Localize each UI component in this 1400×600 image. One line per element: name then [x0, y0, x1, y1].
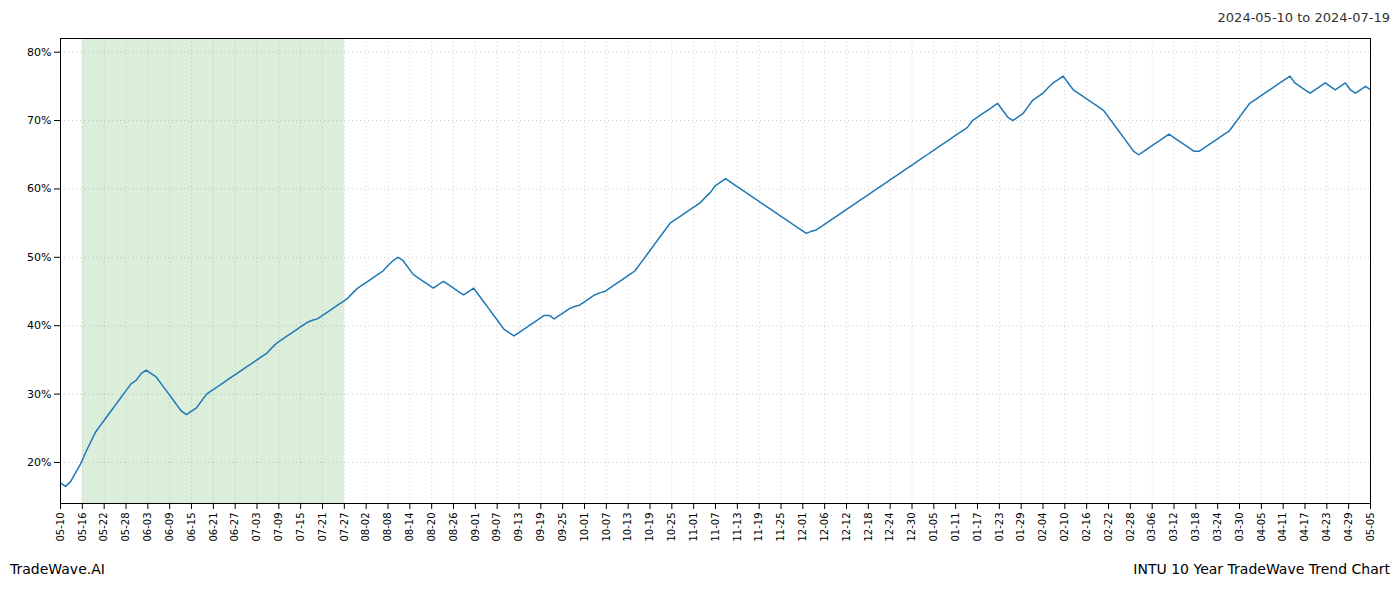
svg-text:01-29: 01-29 — [1015, 513, 1026, 542]
html-text:INTU 10 Year TradeWave Trend C: INTU 10 Year TradeWave Trend Chart — [1133, 561, 1390, 577]
html-text:TradeWave.AI: TradeWave.AI — [10, 561, 105, 577]
svg-text:04-17: 04-17 — [1299, 513, 1310, 542]
svg-text:09-07: 09-07 — [491, 513, 502, 542]
svg-text:12-24: 12-24 — [884, 513, 895, 542]
svg-text:10-01: 10-01 — [579, 513, 590, 542]
svg-text:05-05: 05-05 — [1365, 513, 1376, 542]
svg-text:03-06: 03-06 — [1146, 513, 1157, 542]
svg-text:07-21: 07-21 — [317, 513, 328, 542]
svg-text:09-25: 09-25 — [557, 513, 568, 542]
svg-text:07-27: 07-27 — [339, 513, 350, 542]
svg-text:03-18: 03-18 — [1190, 513, 1201, 542]
svg-text:11-13: 11-13 — [732, 513, 743, 542]
svg-text:02-28: 02-28 — [1125, 513, 1136, 542]
svg-text:01-11: 01-11 — [950, 513, 961, 542]
svg-text:01-23: 01-23 — [994, 513, 1005, 542]
svg-text:10-19: 10-19 — [644, 513, 655, 542]
svg-text:12-30: 12-30 — [906, 513, 917, 542]
svg-text:12-06: 12-06 — [819, 513, 830, 542]
svg-text:04-29: 04-29 — [1343, 513, 1354, 542]
svg-text:30%: 30% — [27, 388, 51, 401]
svg-text:12-18: 12-18 — [863, 513, 874, 542]
svg-text:50%: 50% — [27, 251, 51, 264]
svg-text:06-15: 06-15 — [186, 513, 197, 542]
svg-text:11-19: 11-19 — [753, 513, 764, 542]
svg-text:10-07: 10-07 — [601, 513, 612, 542]
svg-text:11-25: 11-25 — [775, 513, 786, 542]
svg-text:11-01: 11-01 — [688, 513, 699, 542]
svg-text:07-15: 07-15 — [295, 513, 306, 542]
svg-text:10-25: 10-25 — [666, 513, 677, 542]
svg-text:01-05: 01-05 — [928, 513, 939, 542]
svg-text:09-19: 09-19 — [535, 513, 546, 542]
svg-text:02-10: 02-10 — [1059, 513, 1070, 542]
svg-text:70%: 70% — [27, 114, 51, 127]
svg-text:05-22: 05-22 — [98, 513, 109, 542]
svg-text:06-21: 06-21 — [208, 513, 219, 542]
svg-text:08-02: 08-02 — [360, 513, 371, 542]
svg-text:06-27: 06-27 — [229, 513, 240, 542]
svg-text:20%: 20% — [27, 456, 51, 469]
svg-text:10-13: 10-13 — [622, 513, 633, 542]
svg-text:03-24: 03-24 — [1212, 513, 1223, 542]
html-text:2024-05-10 to 2024-07-19: 2024-05-10 to 2024-07-19 — [1217, 10, 1390, 25]
svg-text:09-13: 09-13 — [513, 513, 524, 542]
svg-text:80%: 80% — [27, 46, 51, 59]
svg-text:01-17: 01-17 — [972, 513, 983, 542]
svg-text:08-26: 08-26 — [448, 513, 459, 542]
svg-text:05-16: 05-16 — [77, 513, 88, 542]
svg-text:11-07: 11-07 — [710, 513, 721, 542]
svg-text:08-14: 08-14 — [404, 513, 415, 542]
svg-text:04-05: 04-05 — [1256, 513, 1267, 542]
svg-text:02-16: 02-16 — [1081, 513, 1092, 542]
svg-text:04-11: 04-11 — [1277, 513, 1288, 542]
svg-text:09-01: 09-01 — [470, 513, 481, 542]
svg-text:12-01: 12-01 — [797, 513, 808, 542]
svg-text:06-03: 06-03 — [142, 513, 153, 542]
svg-text:08-08: 08-08 — [382, 513, 393, 542]
svg-text:60%: 60% — [27, 182, 51, 195]
svg-text:05-28: 05-28 — [120, 513, 131, 542]
svg-text:03-30: 03-30 — [1234, 513, 1245, 542]
svg-text:07-03: 07-03 — [251, 513, 262, 542]
svg-text:02-22: 02-22 — [1103, 513, 1114, 542]
svg-text:12-12: 12-12 — [841, 513, 852, 542]
svg-text:04-23: 04-23 — [1321, 513, 1332, 542]
svg-text:05-10: 05-10 — [55, 513, 66, 542]
svg-text:40%: 40% — [27, 319, 51, 332]
svg-text:02-04: 02-04 — [1037, 513, 1048, 542]
svg-text:08-20: 08-20 — [426, 513, 437, 542]
svg-text:07-09: 07-09 — [273, 513, 284, 542]
svg-text:03-12: 03-12 — [1168, 513, 1179, 542]
svg-text:06-09: 06-09 — [164, 513, 175, 542]
